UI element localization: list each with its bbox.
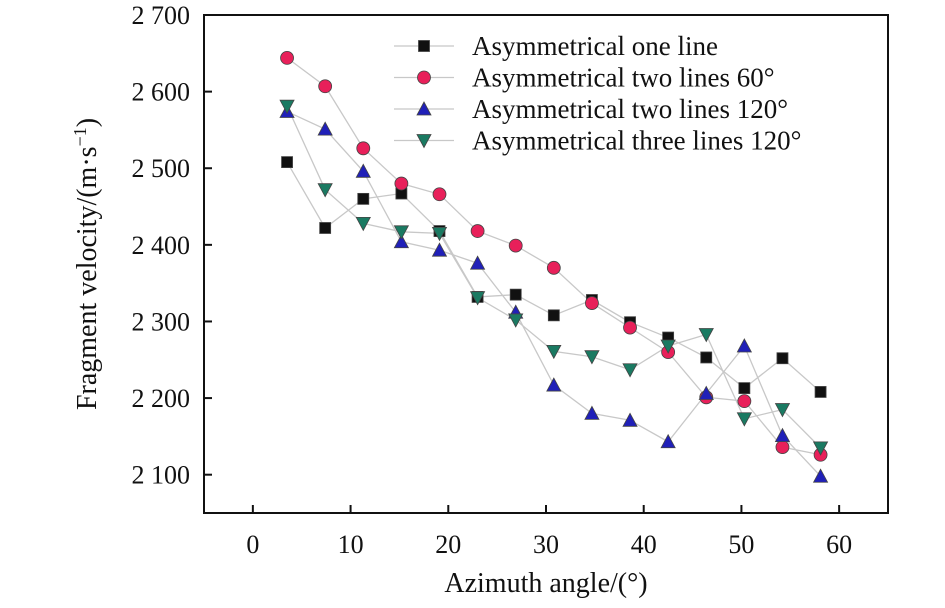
series-2-point: [622, 412, 638, 427]
series-1-point: [546, 260, 561, 275]
series-3-point: [660, 339, 676, 354]
legend-label-3: Asymmetrical three lines 120°: [472, 126, 801, 156]
x-tick-label: 10: [338, 530, 364, 559]
x-tick-label: 60: [826, 530, 852, 559]
series-2-point: [355, 163, 371, 178]
series-3-point: [279, 99, 295, 115]
series-3-point: [508, 313, 524, 328]
x-tick-label: 20: [435, 530, 461, 559]
y-axis-title-sup: −1: [70, 127, 90, 146]
series-2-point: [431, 242, 448, 257]
series-2-point: [584, 405, 600, 420]
series-3-point: [622, 363, 638, 378]
legend-label-1: Asymmetrical two lines 60°: [472, 63, 775, 93]
y-tick-label: 2 500: [132, 154, 191, 183]
y-axis-title-main: Fragment velocity/(m·s: [72, 146, 103, 410]
series-1-point: [470, 224, 485, 238]
series-3-point: [584, 350, 600, 365]
series-3-point: [431, 226, 448, 242]
series-1-point: [394, 176, 409, 191]
series-3-point: [469, 291, 486, 306]
series-2-point: [774, 427, 791, 443]
y-tick-label: 2 100: [132, 461, 191, 490]
series-1-point: [318, 79, 333, 94]
series-1-point: [775, 440, 790, 455]
legend-marker-1: [417, 70, 431, 85]
legend-marker-2: [416, 101, 432, 116]
x-tick-label: 50: [728, 530, 754, 559]
series-3-point: [355, 216, 371, 232]
series-0-point: [281, 156, 293, 169]
series-2-point: [736, 338, 753, 353]
series-2-point: [393, 233, 410, 249]
y-tick-label: 2 600: [132, 78, 191, 107]
series-2-point: [317, 121, 333, 136]
series-2-point: [469, 255, 486, 270]
legend-marker-0: [418, 40, 430, 52]
series-0-point: [319, 222, 332, 234]
series-0-point: [357, 192, 370, 205]
series-3-point: [317, 183, 333, 198]
x-tick-label: 30: [533, 530, 559, 559]
series-0-point: [814, 386, 827, 398]
series-1-point: [432, 187, 447, 202]
legend-label-2: Asymmetrical two lines 120°: [472, 94, 788, 124]
series-0-point: [509, 288, 522, 301]
series-3-point: [812, 441, 829, 456]
y-axis-title: Fragment velocity/(m·s−1): [70, 118, 103, 410]
series-0-point: [547, 309, 560, 322]
y-axis-title-close: ): [72, 118, 103, 127]
y-tick-label: 2 300: [132, 307, 191, 336]
series-line-2: [286, 110, 822, 477]
series-3-point: [546, 344, 562, 360]
series-0-point: [776, 352, 789, 365]
series-2-point: [660, 433, 676, 449]
series-1-point: [623, 320, 637, 335]
y-tick-label: 2 400: [132, 231, 191, 260]
y-tick-label: 2 200: [132, 384, 191, 413]
series-3-point: [393, 225, 410, 240]
series-3-point: [736, 412, 753, 427]
series-1-point: [737, 394, 752, 409]
legend-marker-3: [416, 134, 432, 149]
series-1-point: [280, 51, 294, 65]
series-3-point: [698, 328, 714, 343]
series-2-point: [546, 377, 562, 392]
y-tick-label: 2 700: [132, 1, 191, 30]
series-1-point: [585, 296, 599, 310]
series-3-point: [774, 403, 791, 418]
series-0-point: [738, 382, 751, 395]
legend-label-0: Asymmetrical one line: [472, 31, 718, 61]
series-2-point: [812, 468, 829, 483]
series-0-point: [700, 351, 713, 364]
x-tick-label: 40: [631, 530, 657, 559]
series-1-point: [356, 141, 371, 156]
series-1-point: [508, 238, 523, 253]
x-tick-label: 0: [246, 530, 259, 559]
series-2-point: [698, 385, 714, 400]
x-axis-title: Azimuth angle/(°): [444, 568, 647, 599]
